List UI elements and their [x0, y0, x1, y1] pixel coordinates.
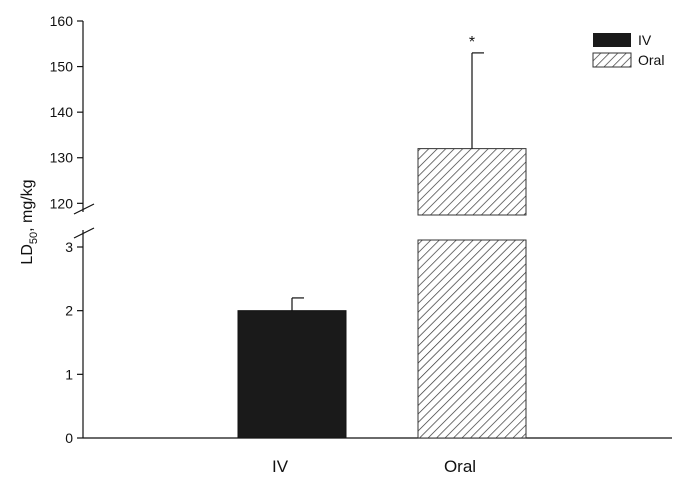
- x-tick-label-oral: Oral: [444, 457, 476, 476]
- y-tick-label-high-130: 130: [50, 150, 74, 166]
- y-axis-title-subscript: 50: [28, 232, 40, 244]
- legend: IV Oral: [592, 32, 664, 68]
- legend-swatch-iv: [593, 33, 631, 47]
- legend-label-iv: IV: [638, 32, 652, 48]
- y-axis-title: LD50, mg/kg: [19, 179, 40, 264]
- y-tick-label-high-120: 120: [50, 195, 74, 211]
- labels-layer: 0 1 2 3 120 130 140 150 160 IV * Oral: [50, 13, 476, 476]
- bar-oral-lower: [417, 239, 527, 439]
- legend-label-oral: Oral: [638, 52, 664, 68]
- y-tick-label-high-150: 150: [50, 59, 74, 75]
- y-tick-label-low-0: 0: [65, 430, 73, 446]
- y-tick-label-low-3: 3: [65, 239, 73, 255]
- y-tick-label-high-160: 160: [50, 13, 74, 29]
- y-tick-label-low-2: 2: [65, 303, 73, 319]
- significance-marker-oral: *: [469, 34, 475, 51]
- axis-break-mark-upper: [73, 203, 95, 215]
- legend-swatch-oral: [592, 52, 632, 68]
- axis-break-mark-lower: [73, 227, 95, 239]
- y-tick-label-high-140: 140: [50, 104, 74, 120]
- bars-layer: [237, 52, 527, 439]
- bar-oral-upper: [417, 148, 527, 216]
- y-tick-label-low-1: 1: [65, 366, 73, 382]
- axis-layer: [73, 20, 672, 439]
- bar-iv: [237, 310, 347, 439]
- x-tick-label-iv: IV: [272, 457, 289, 476]
